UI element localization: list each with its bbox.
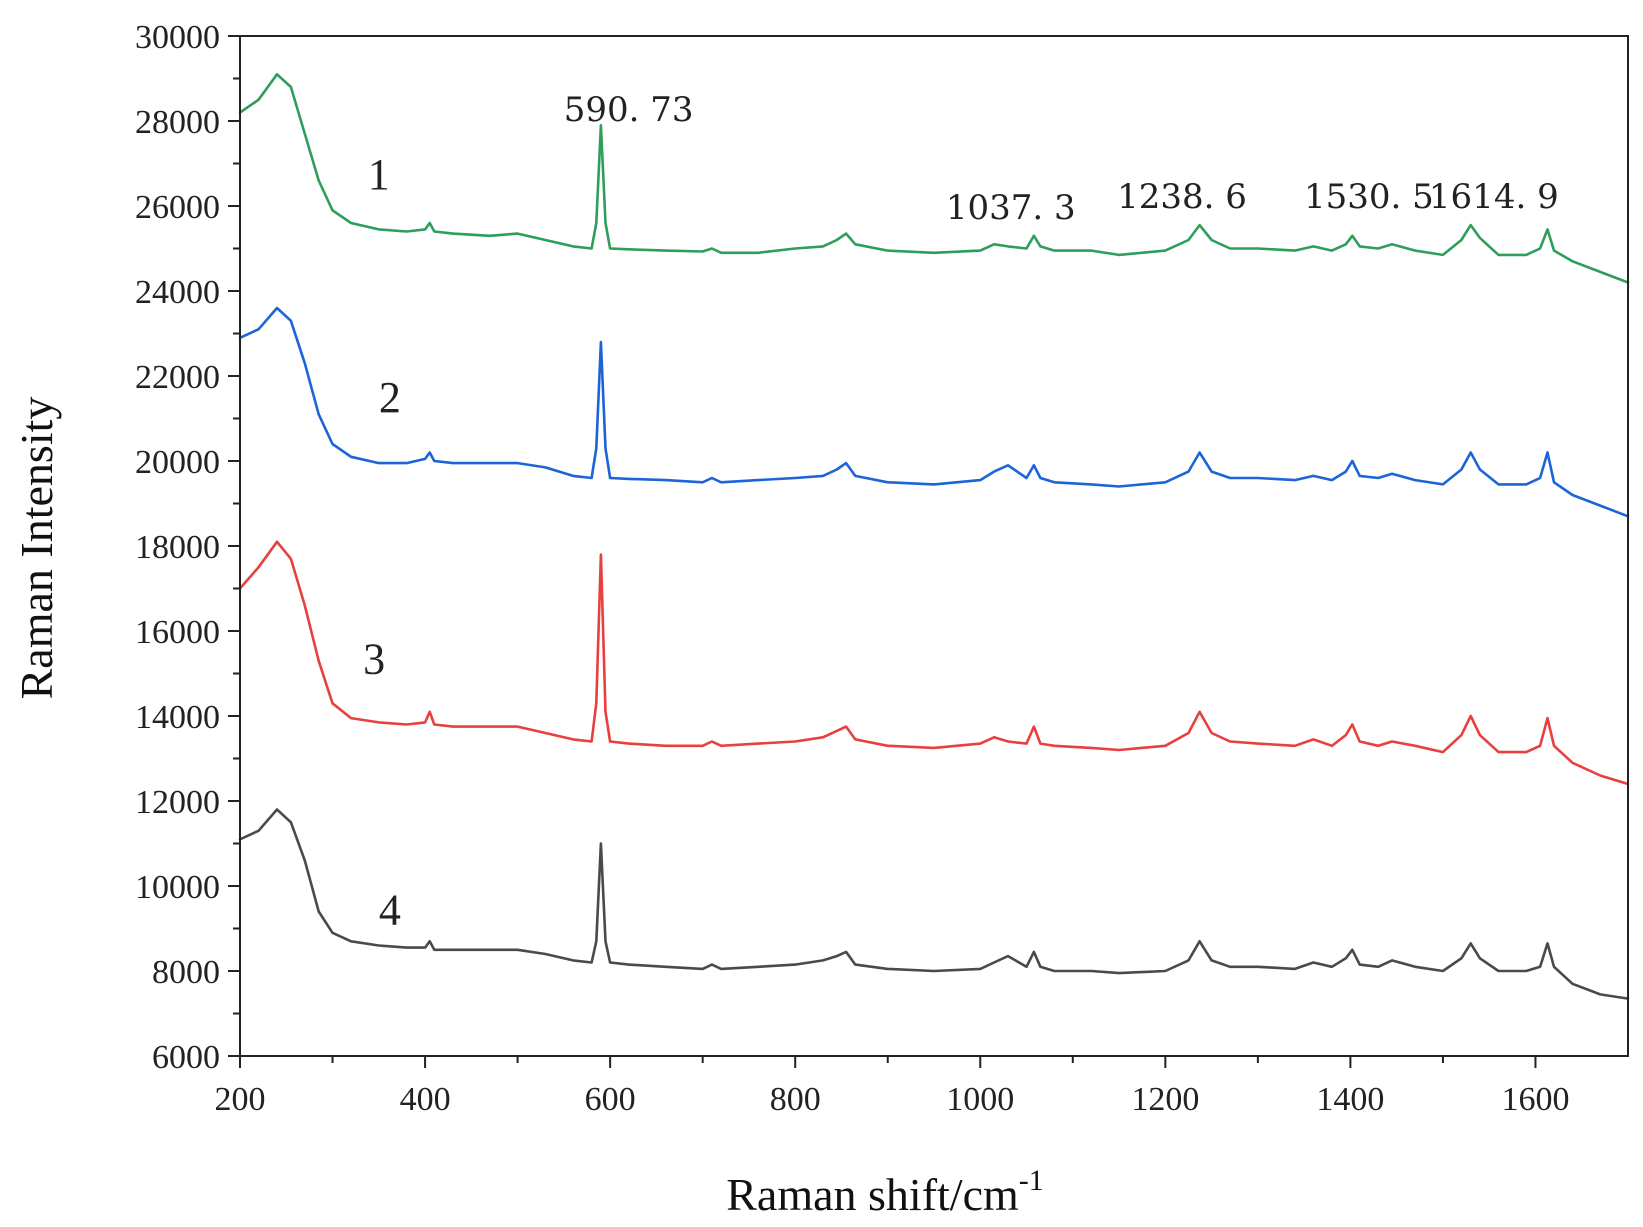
x-tick-label: 1000 [946,1081,1014,1118]
peak-annotation: 1530. 5 [1304,177,1434,217]
y-tick-label: 28000 [135,104,220,141]
series-label-3: 3 [363,635,385,684]
x-tick-label: 1200 [1131,1081,1199,1118]
y-tick-label: 24000 [135,274,220,311]
x-axis-title-superscript: -1 [1019,1164,1044,1197]
peak-annotation: 1037. 3 [946,188,1076,228]
y-tick-label: 18000 [135,529,220,566]
peak-annotation: 1238. 6 [1117,177,1247,217]
x-tick-label: 800 [770,1081,821,1118]
peak-annotation: 590. 73 [564,90,694,130]
x-tick-label: 400 [400,1081,451,1118]
series-label-1: 1 [368,150,390,199]
y-tick-label: 22000 [135,359,220,396]
x-tick-label: 600 [585,1081,636,1118]
x-tick-label: 1600 [1501,1081,1569,1118]
y-tick-label: 26000 [135,189,220,226]
x-tick-label: 200 [215,1081,266,1118]
series-line-1 [238,73,1630,284]
series-line-3 [238,540,1630,786]
x-axis-title: Raman shift/cm-1 [726,1164,1044,1220]
series-layer: 1 2 3 4 [238,73,1630,1000]
y-tick-label: 6000 [152,1039,220,1076]
y-tick-label: 20000 [135,444,220,481]
series-line-2 [238,306,1630,518]
x-axis-title-text: Raman shift/cm [726,1169,1019,1220]
y-axis-title: Raman Intensity [11,397,62,700]
series-label-2: 2 [379,373,401,422]
series-label-4: 4 [379,885,401,934]
axes-layer: 200 400 600 800 1000 1200 1400 1600 6000 8000 1000… [135,19,1629,1118]
y-tick-label: 12000 [135,784,220,821]
peak-annotation: 1614. 9 [1429,177,1559,217]
y-tick-label: 10000 [135,869,220,906]
y-tick-label: 14000 [135,699,220,736]
x-tick-label: 1400 [1316,1081,1384,1118]
y-tick-label: 30000 [135,19,220,56]
series-line-4 [238,808,1630,1000]
y-tick-label: 16000 [135,614,220,651]
y-tick-label: 8000 [152,954,220,991]
